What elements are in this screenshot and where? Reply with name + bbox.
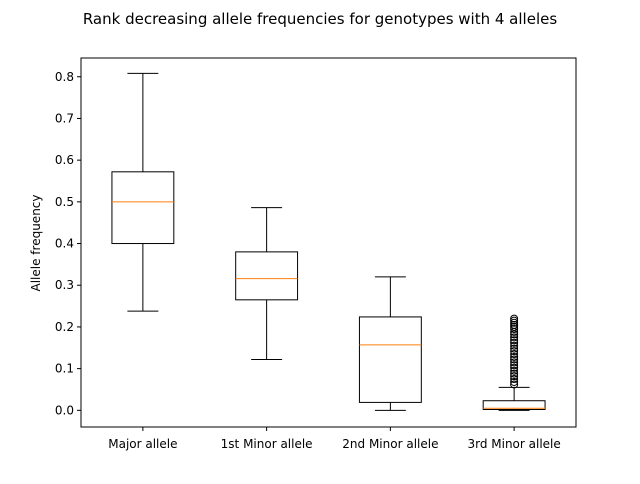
outlier-point [510,358,519,367]
y-tick-label: 0.8 [55,70,74,84]
plot-frame [80,57,577,428]
outlier-point [510,363,519,372]
y-tick-label: 0.4 [55,237,74,251]
plot-area: Major allele 1st Minor allele 2nd Minor al… [55,57,577,451]
outlier-point [510,352,519,361]
outlier-point [510,318,519,327]
box-iqr [358,316,422,403]
outlier-point [510,377,519,386]
outlier-point [510,333,519,342]
box-iqr [111,171,175,245]
outlier-point [510,320,519,329]
outlier-point [510,350,519,359]
x-tick-label: 3rd Minor allele [467,437,560,451]
box-iqr [235,251,299,301]
y-axis-label: Allele frequency [29,195,43,292]
outlier-point [510,380,519,389]
y-tick-label: 0.6 [55,153,74,167]
outlier-point [510,372,519,381]
y-tick-label: 0.1 [55,362,74,376]
outlier-point [510,366,519,375]
y-tick-label: 0.0 [55,403,74,417]
outlier-point [510,347,519,356]
outlier-point [510,369,519,378]
outlier-point [510,361,519,370]
y-tick-label: 0.5 [55,195,74,209]
y-tick-label: 0.2 [55,320,74,334]
outlier-point [510,344,519,353]
outlier-point [510,322,519,331]
chart-title: Rank decreasing allele frequencies for g… [83,10,558,28]
box-iqr [482,400,546,410]
x-tick-label: 1st Minor allele [221,437,313,451]
outlier-point [510,336,519,345]
y-tick-label: 0.7 [55,111,74,125]
outlier-point [510,316,519,325]
outlier-point [510,375,519,384]
outlier-point [510,338,519,347]
outlier-point [510,355,519,364]
y-tick-label: 0.3 [55,278,74,292]
x-tick-label: Major allele [108,437,177,451]
outlier-point [510,325,519,334]
outlier-point [510,330,519,339]
x-tick-label: 2nd Minor allele [342,437,438,451]
outlier-point [510,341,519,350]
outlier-point [510,314,519,323]
